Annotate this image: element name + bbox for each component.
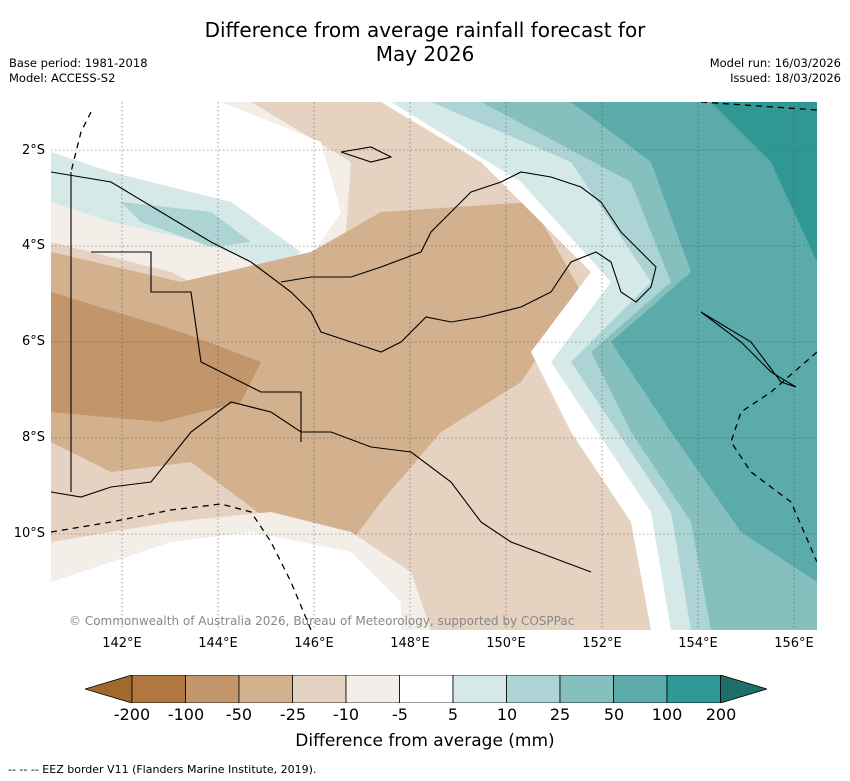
- colorbar-bin-1: [131, 675, 186, 703]
- colorbar-arrow-low: [85, 675, 133, 703]
- colorbar-tick: 200: [705, 705, 737, 724]
- colorbar-bin-7: [452, 675, 507, 703]
- colorbar-bin-10: [613, 675, 668, 703]
- colorbar-tick: 25: [549, 705, 571, 724]
- colorbar-tick: 5: [447, 705, 459, 724]
- title-line-2: May 2026: [375, 42, 475, 66]
- model-name: Model: ACCESS-S2: [9, 71, 116, 85]
- lat-label-10s: 10°S: [13, 526, 45, 541]
- lon-label-142e: 142°E: [102, 636, 142, 651]
- field-teal-4: [571, 102, 817, 582]
- lon-label-154e: 154°E: [678, 636, 718, 651]
- colorbar-tick: -5: [392, 705, 408, 724]
- colorbar-tick: 10: [496, 705, 518, 724]
- coastlines: [51, 146, 797, 573]
- lon-label-152e: 152°E: [582, 636, 622, 651]
- field-teal-nw-core: [121, 202, 251, 247]
- lon-label-146e: 146°E: [294, 636, 334, 651]
- model-info: Base period: 1981-2018 Model: ACCESS-S2: [9, 56, 148, 86]
- colorbar-arrow-high: [720, 675, 767, 703]
- colorbar-tick: 50: [603, 705, 625, 724]
- map-title: Difference from average rainfall forecas…: [0, 18, 850, 66]
- field-drier-west: [51, 292, 261, 422]
- colorbar: [85, 675, 767, 703]
- colorbar-bin-6: [399, 675, 454, 703]
- colorbar-tick: -25: [279, 705, 307, 724]
- colorbar-tick: -100: [167, 705, 205, 724]
- lon-label-144e: 144°E: [198, 636, 238, 651]
- base-period: Base period: 1981-2018: [9, 56, 148, 70]
- colorbar-bin-9: [559, 675, 614, 703]
- colorbar-tick: -10: [332, 705, 360, 724]
- lat-label-2s: 2°S: [21, 143, 45, 158]
- lat-label-4s: 4°S: [21, 238, 45, 253]
- lat-label-6s: 6°S: [21, 334, 45, 349]
- colorbar-title: Difference from average (mm): [295, 731, 555, 751]
- field-white-sw: [51, 532, 401, 630]
- rainfall-map: [51, 102, 817, 630]
- run-info: Model run: 16/03/2026 Issued: 18/03/2026: [710, 56, 841, 86]
- colorbar-tick: -50: [225, 705, 253, 724]
- colorbar-bin-4: [292, 675, 347, 703]
- colorbar-bin-8: [506, 675, 561, 703]
- gridlines: [51, 102, 817, 630]
- field-dry-central: [51, 202, 581, 582]
- colorbar-bin-3: [238, 675, 293, 703]
- model-run: Model run: 16/03/2026: [709, 56, 841, 70]
- eez-footnote: -- -- -- EEZ border V11 (Flanders Marine…: [8, 763, 317, 776]
- colorbar-tick: 100: [651, 705, 683, 724]
- lon-label-156e: 156°E: [774, 636, 814, 651]
- copyright-notice: © Commonwealth of Australia 2026, Bureau…: [69, 614, 575, 628]
- issued-date: Issued: 18/03/2026: [730, 71, 841, 85]
- colorbar-tick: -200: [113, 705, 151, 724]
- colorbar-bin-2: [185, 675, 240, 703]
- lat-label-8s: 8°S: [21, 430, 45, 445]
- colorbar-bin-5: [345, 675, 400, 703]
- title-line-1: Difference from average rainfall forecas…: [204, 18, 646, 42]
- field-teal-5: [651, 102, 817, 262]
- lon-label-148e: 148°E: [390, 636, 430, 651]
- lon-label-150e: 150°E: [486, 636, 526, 651]
- eez-borders: [51, 102, 817, 630]
- colorbar-bin-11: [666, 675, 721, 703]
